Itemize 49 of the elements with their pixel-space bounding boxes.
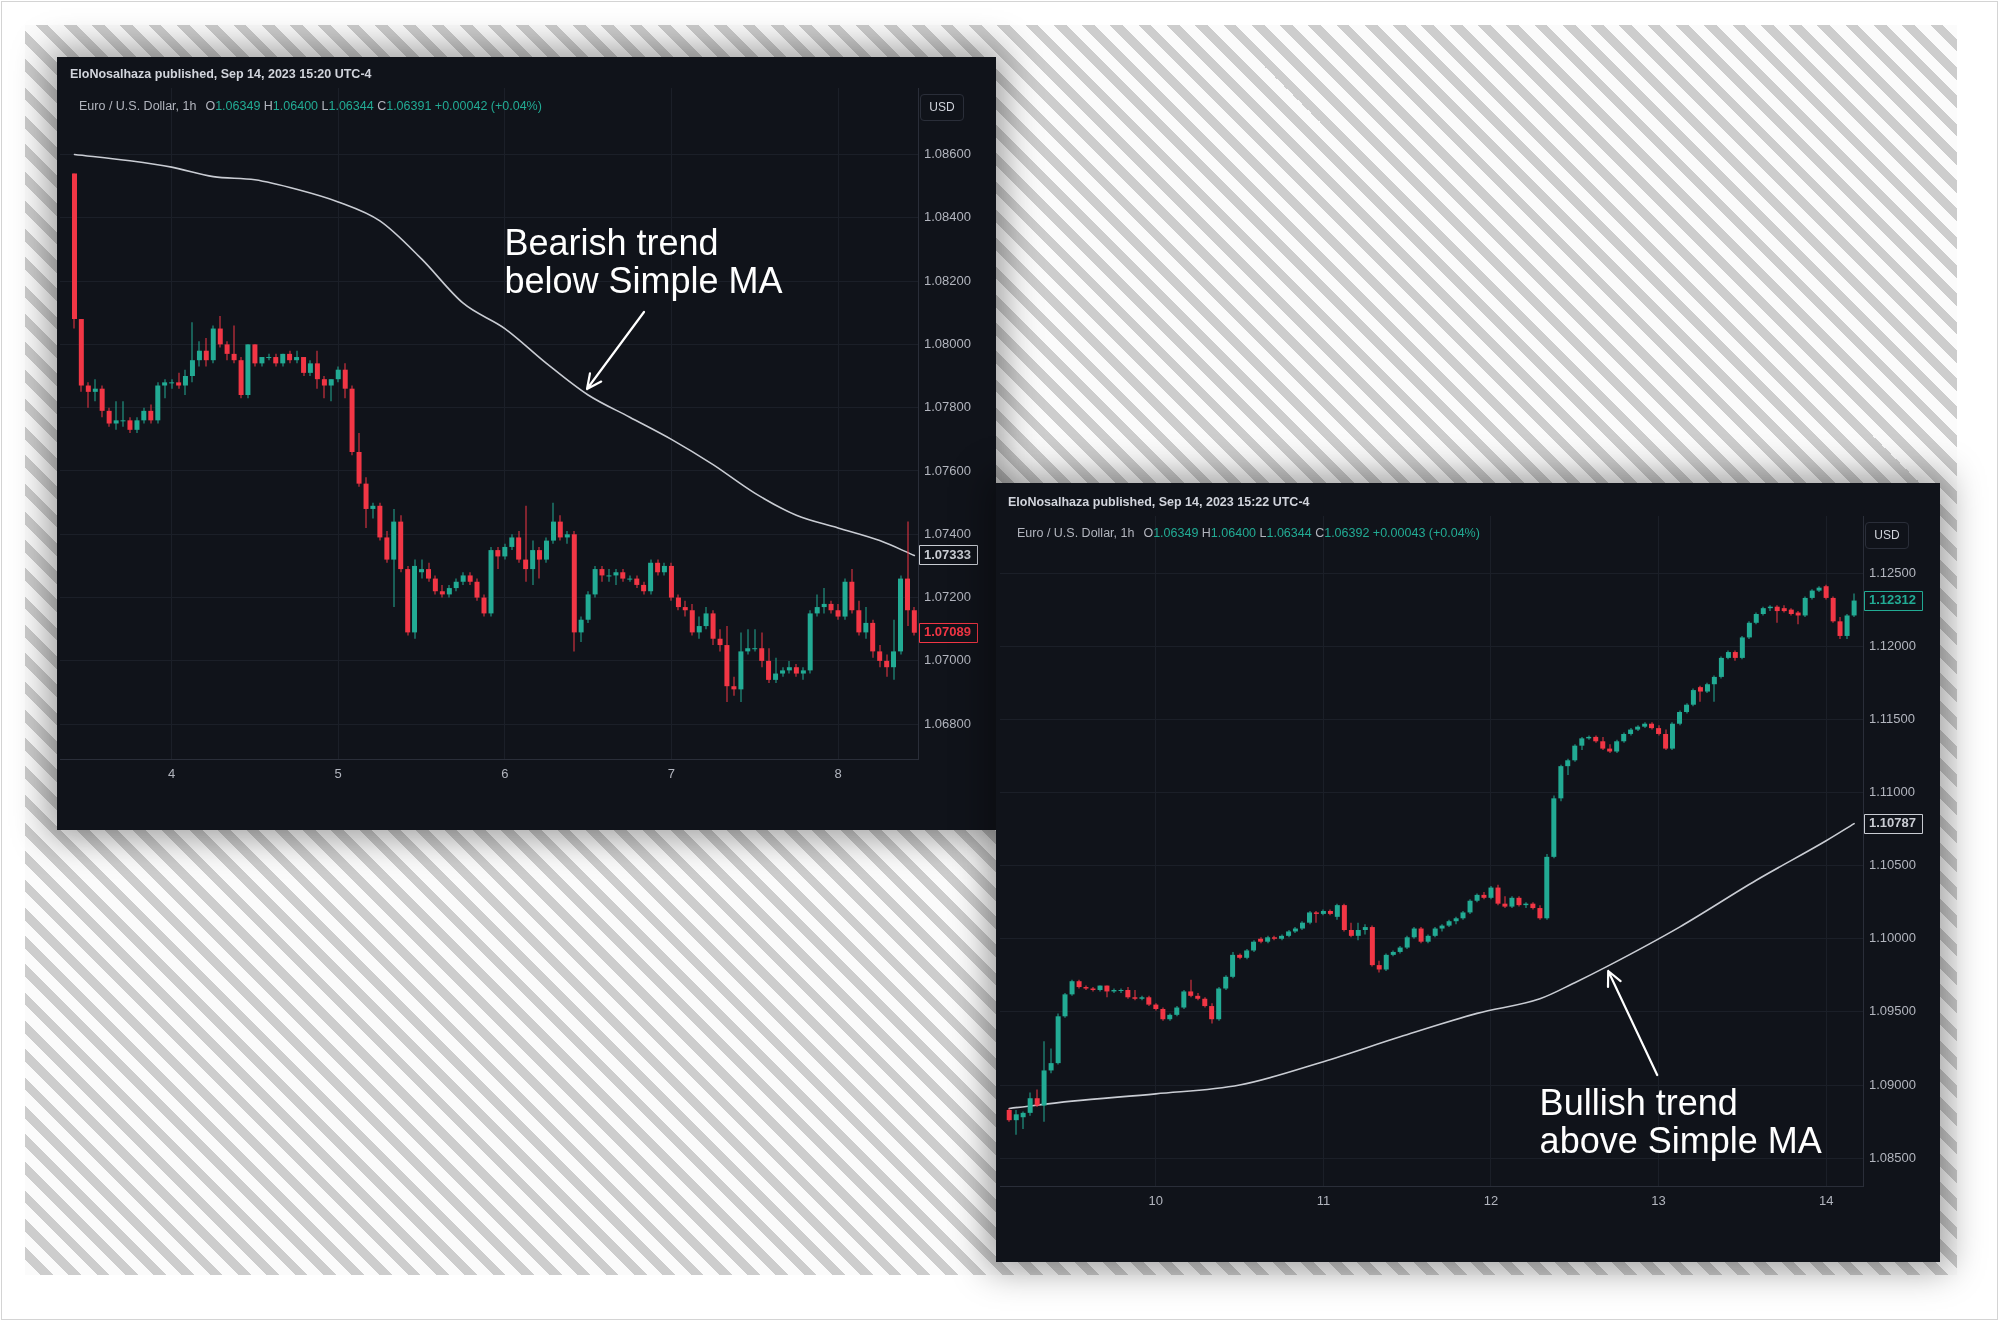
x-tick-label: 7 (667, 766, 676, 782)
x-tick-label: 5 (334, 766, 342, 782)
y-tick-label: 1.07000 (924, 652, 971, 668)
x-tick-label: 10 (1148, 1193, 1164, 1209)
y-tick-label: 1.10000 (1869, 930, 1916, 946)
x-tick-label: 11 (1316, 1193, 1331, 1209)
annotation: Bearish trend below Simple MA (504, 221, 783, 301)
y-tick-label: 1.09500 (1869, 1003, 1916, 1019)
y-tick-label: 1.12500 (1869, 564, 1916, 580)
candlestick (745, 629, 751, 655)
y-tick-label: 1.08500 (1869, 1149, 1916, 1165)
y-tick-label: 1.09000 (1869, 1076, 1916, 1092)
y-tick-label: 1.07200 (924, 589, 971, 605)
y-tick-label: 1.07600 (924, 462, 971, 478)
y-tick-label: 1.08600 (924, 146, 971, 162)
y-tick-label: 1.06800 (924, 715, 971, 731)
x-tick-label: 6 (501, 766, 509, 782)
y-axis-title: USD (920, 94, 964, 121)
candlestick (752, 629, 758, 652)
line-series (73, 153, 916, 557)
annotation: Bullish trend above Simple MA (1539, 1081, 1822, 1161)
candlestick (627, 575, 633, 582)
y-tick-label: 1.08400 (924, 209, 971, 225)
text: Euro / U.S. Dollar, 1h (1017, 526, 1135, 540)
x-tick-label: 13 (1651, 1193, 1666, 1209)
y-tick-label: 1.08000 (924, 335, 971, 351)
candlestick (606, 569, 612, 582)
x-tick-label: 14 (1818, 1193, 1834, 1209)
y-tick-label: 1.10500 (1869, 857, 1916, 873)
chart-title: EloNosalhaza published, Sep 14, 2023 15:22 UTC-4 (1008, 494, 1310, 510)
x-tick-label: 4 (168, 766, 176, 782)
candlestick (169, 379, 175, 389)
chart-title: EloNosalhaza published, Sep 14, 2023 15:20 UTC-4 (70, 66, 372, 82)
x-tick-label: 12 (1483, 1193, 1499, 1209)
y-tick-label: 1.12312 (1869, 592, 1916, 608)
y-tick-label: 1.11500 (1869, 710, 1916, 726)
y-axis-title: USD (1865, 522, 1909, 549)
y-tick-label: 1.12000 (1869, 637, 1916, 653)
x-tick-label: 8 (834, 766, 842, 782)
y-tick-label: 1.07089 (924, 624, 971, 640)
y-tick-label: 1.08200 (924, 272, 971, 288)
text: O1.06349 H1.06400 L1.06344 C1.06392 +0.00043 (+0.04%) (1143, 526, 1480, 540)
y-tick-label: 1.11000 (1869, 784, 1916, 800)
y-tick-label: 1.10787 (1869, 815, 1916, 831)
text: O1.06349 H1.06400 L1.06344 C1.06391 +0.00042 (+0.04%) (205, 99, 542, 113)
y-tick-label: 1.07333 (924, 547, 971, 563)
text: Euro / U.S. Dollar, 1h (79, 99, 197, 113)
y-tick-label: 1.07800 (924, 399, 971, 415)
y-tick-label: 1.07400 (924, 525, 971, 541)
